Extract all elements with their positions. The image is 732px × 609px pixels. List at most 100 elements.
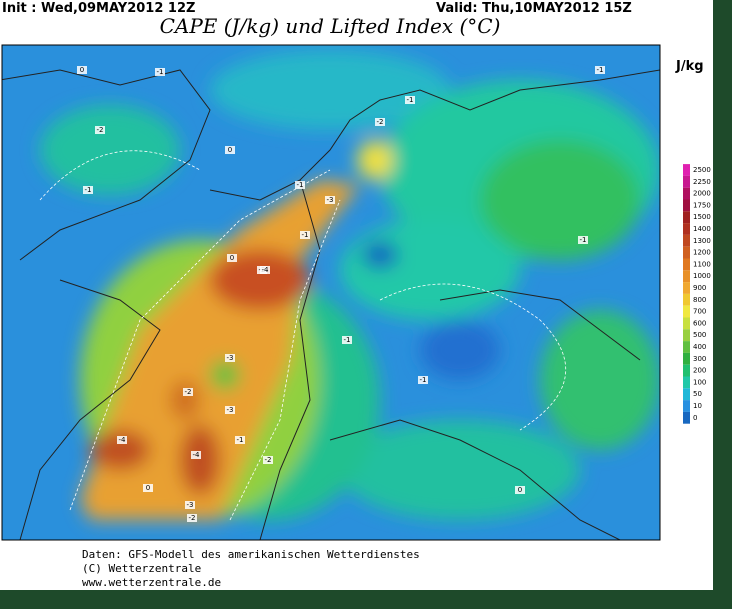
contour-label-box — [155, 68, 165, 76]
colorbar-swatch — [683, 305, 690, 318]
contour-label: -4 — [119, 436, 127, 444]
colorbar-swatch — [683, 388, 690, 401]
map — [2, 45, 660, 540]
contour-label-box — [225, 354, 235, 362]
contour-label-box — [225, 146, 235, 154]
chart-title: CAPE (J/kg) und Lifted Index (°C) — [160, 14, 501, 38]
contour-label-box — [187, 514, 197, 522]
colorbar-swatch — [683, 211, 690, 224]
colorbar-swatch — [683, 329, 690, 342]
colorbar-swatch — [683, 411, 690, 424]
colorbar-label: 0 — [693, 414, 697, 422]
colorbar-label: 2000 — [693, 190, 711, 198]
contour-labels: 0 -1 -2 -1 0 -1 -2 -1 -3 -4 -3 -2 -4 -3 -4 -3 -2 -1 0 -1 -1 -… — [77, 66, 605, 522]
contour-label: -3 — [187, 501, 194, 509]
contour-label: -2 — [185, 388, 192, 396]
map-border — [1, 44, 661, 541]
contour-label: -1 — [407, 96, 414, 104]
contour-label-box — [263, 456, 273, 464]
colorbar-swatch — [683, 246, 690, 259]
contour-label: -1 — [237, 436, 244, 444]
colorbar-swatch — [683, 270, 690, 283]
contour-label-box — [260, 266, 270, 274]
colorbar-label: 1100 — [693, 260, 711, 268]
contour-label: 0 — [146, 484, 150, 492]
colorbar-label: 700 — [693, 308, 706, 316]
colorbar-swatch — [683, 199, 690, 212]
colorbar-label: 900 — [693, 284, 706, 292]
colorbar-label: 400 — [693, 343, 706, 351]
contour-label: -3 — [327, 196, 334, 204]
frame-bottom — [0, 590, 732, 609]
colorbar-label: 50 — [693, 390, 702, 398]
contour-label: -1 — [297, 181, 304, 189]
colorbar-swatch — [683, 341, 690, 353]
contour-label-box — [117, 436, 127, 444]
colorbar-unit: J/kg — [675, 59, 704, 74]
contour-label: -3 — [227, 406, 234, 414]
contour-label: -2 — [265, 456, 272, 464]
contour-label: -2 — [189, 514, 196, 522]
contour-label-box — [325, 196, 335, 204]
colorbar-swatch — [683, 282, 690, 294]
contour-label-box — [191, 451, 201, 459]
footer-source: Daten: GFS-Modell des amerikanischen Wet… — [82, 548, 420, 561]
contour-label: 0 — [518, 486, 522, 494]
colorbar-swatch — [683, 317, 690, 330]
contour-label: 0 — [230, 254, 234, 262]
contour-label-box — [235, 436, 245, 444]
contour-label-box — [227, 254, 237, 262]
colorbar-swatch — [683, 376, 690, 389]
footer-url: www.wetterzentrale.de — [82, 576, 221, 589]
colorbar-label: 1500 — [693, 213, 711, 221]
contour-label: -1 — [85, 186, 92, 194]
contour-label-box — [185, 501, 195, 509]
contour-label-box — [578, 236, 588, 244]
contour-label: -1 — [157, 68, 164, 76]
colorbar-label: 2250 — [693, 178, 711, 186]
colorbar-swatch — [683, 293, 690, 306]
colorbar-swatch — [683, 175, 690, 188]
contour-label-box — [143, 484, 153, 492]
coastlines — [2, 69, 660, 540]
colorbar-swatch — [683, 223, 690, 235]
contour-label: -2 — [377, 118, 384, 126]
frame-right — [713, 0, 732, 609]
colorbar-swatch — [683, 352, 690, 365]
contour-label-box — [95, 126, 105, 134]
colorbar-label: 1300 — [693, 237, 711, 245]
contour-label-box — [405, 96, 415, 104]
colorbar-label: 1750 — [693, 201, 711, 209]
contour-label: -1 — [302, 231, 309, 239]
contour-label-box — [595, 66, 605, 74]
contour-label: -1 — [420, 376, 427, 384]
colorbar-swatch — [683, 234, 690, 247]
contour-label: -1 — [597, 66, 604, 74]
colorbar-label: 1400 — [693, 225, 711, 233]
contour-label: -4 — [262, 266, 270, 274]
colorbar-label: 300 — [693, 355, 706, 363]
contour-label: -2 — [97, 126, 104, 134]
init-time: Init : Wed,09MAY2012 12Z — [2, 1, 195, 16]
colorbar-swatch — [683, 187, 690, 200]
contours — [39, 150, 566, 521]
colorbar-label: 200 — [693, 367, 706, 375]
colorbar: 2500225020001750150014001300120011001000… — [683, 164, 711, 424]
contour-label-box — [515, 486, 525, 494]
contour-label: -1 — [344, 336, 351, 344]
contour-label-box — [225, 406, 235, 414]
contour-label: -4 — [193, 451, 201, 459]
contour-label: -1 — [580, 236, 587, 244]
colorbar-label: 2500 — [693, 166, 711, 174]
contour-label: 0 — [228, 146, 232, 154]
colorbar-label: 1000 — [693, 272, 711, 280]
contour-label-box — [77, 66, 87, 74]
contour-label-box — [300, 231, 310, 239]
colorbar-label: 10 — [693, 402, 702, 410]
contour-label-box — [375, 118, 385, 126]
colorbar-swatch — [683, 364, 690, 377]
colorbar-label: 100 — [693, 378, 706, 386]
colorbar-swatch — [683, 258, 690, 271]
colorbar-label: 600 — [693, 319, 706, 327]
